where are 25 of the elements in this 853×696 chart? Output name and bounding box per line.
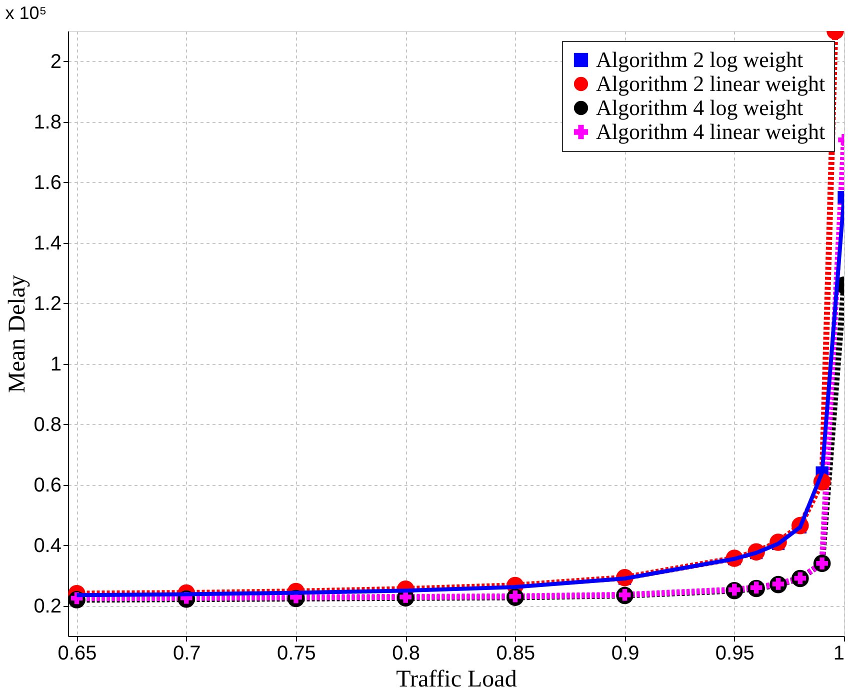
x-tick-label: 0.75 bbox=[277, 642, 316, 664]
y-tick-label: 1 bbox=[50, 353, 62, 376]
y-tick-label: 1.8 bbox=[34, 111, 62, 134]
x-tick-label: 0.65 bbox=[58, 642, 97, 664]
x-tick-label: 0.95 bbox=[715, 642, 754, 664]
y-tick-label: 0.8 bbox=[34, 414, 62, 436]
y-tick-label: 0.2 bbox=[34, 595, 62, 618]
y-tick-label: 2 bbox=[50, 50, 62, 73]
y-tick-label: 1.4 bbox=[34, 232, 62, 254]
legend-label: Algorithm 4 log weight bbox=[596, 95, 804, 120]
y-tick-label: 0.4 bbox=[34, 534, 62, 557]
text: x 10⁵ bbox=[5, 3, 47, 23]
legend-label: Algorithm 4 linear weight bbox=[596, 119, 826, 144]
y-tick-label: 1.2 bbox=[34, 292, 62, 315]
y-axis-title: Mean Delay bbox=[4, 275, 31, 393]
x-tick-label: 0.9 bbox=[611, 642, 640, 664]
x-tick-label: 0.7 bbox=[172, 642, 201, 664]
x-tick-label: 0.85 bbox=[496, 642, 536, 664]
y-tick-label: 0.6 bbox=[34, 474, 62, 496]
x-axis-title: Traffic Load bbox=[396, 666, 517, 692]
legend-label: Algorithm 2 linear weight bbox=[596, 71, 826, 96]
x-tick-label: 1 bbox=[833, 642, 844, 664]
legend-label: Algorithm 2 log weight bbox=[596, 47, 804, 72]
y-tick-label: 1.6 bbox=[34, 172, 62, 194]
x-tick-label: 0.8 bbox=[392, 642, 420, 664]
